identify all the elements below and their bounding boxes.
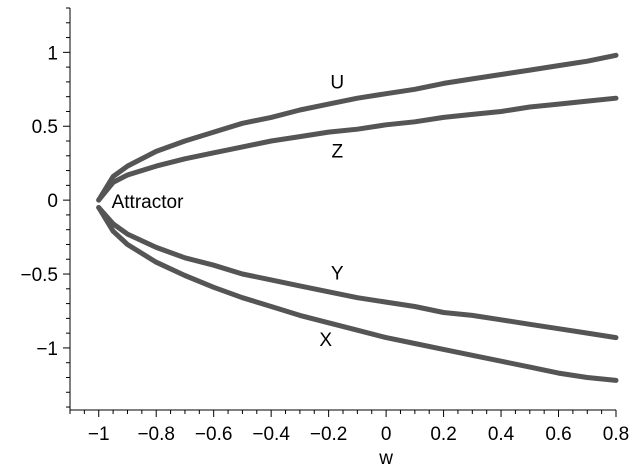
x-tick-label: 0 bbox=[381, 424, 392, 445]
x-tick-label: 0.4 bbox=[488, 424, 515, 445]
x-tick-label: −0.6 bbox=[195, 424, 233, 445]
series-label-Z: Z bbox=[331, 141, 343, 162]
x-tick-label: −1 bbox=[88, 424, 110, 445]
attractor-annotation: Attractor bbox=[112, 192, 184, 213]
x-tick-label: 0.6 bbox=[545, 424, 571, 445]
y-tick-label: 0 bbox=[47, 191, 58, 212]
series-line-U bbox=[96, 52, 619, 203]
series-label-X: X bbox=[319, 330, 332, 351]
series-line-X bbox=[96, 205, 619, 383]
x-tick-label: −0.8 bbox=[137, 424, 175, 445]
series-label-Y: Y bbox=[331, 264, 344, 285]
curves bbox=[96, 52, 619, 383]
y-tick-label: −1 bbox=[36, 339, 58, 360]
series-line-Z bbox=[96, 95, 619, 203]
series-label-U: U bbox=[330, 72, 344, 93]
y-tick-label: 1 bbox=[47, 43, 58, 64]
x-axis-label: w bbox=[378, 448, 393, 467]
curve-labels: U Z Y X Attractor bbox=[112, 72, 345, 351]
plot-area: −1 −0.8 −0.6 −0.4 −0.2 0 0.2 0.4 0.6 0.8 1 0.5 0 −0.… bbox=[20, 7, 629, 467]
y-tick-label: 0.5 bbox=[32, 117, 58, 138]
y-tick-label: −0.5 bbox=[20, 265, 58, 286]
x-tick-label: 0.2 bbox=[430, 424, 456, 445]
x-tick-label: −0.4 bbox=[252, 424, 290, 445]
x-tick-label: −0.2 bbox=[310, 424, 348, 445]
x-ticks: −1 −0.8 −0.6 −0.4 −0.2 0 0.2 0.4 0.6 0.8 bbox=[69, 410, 629, 445]
series-line-Y bbox=[96, 205, 619, 341]
y-ticks: 1 0.5 0 −0.5 −1 bbox=[20, 7, 70, 408]
x-tick-label: 0.8 bbox=[603, 424, 629, 445]
